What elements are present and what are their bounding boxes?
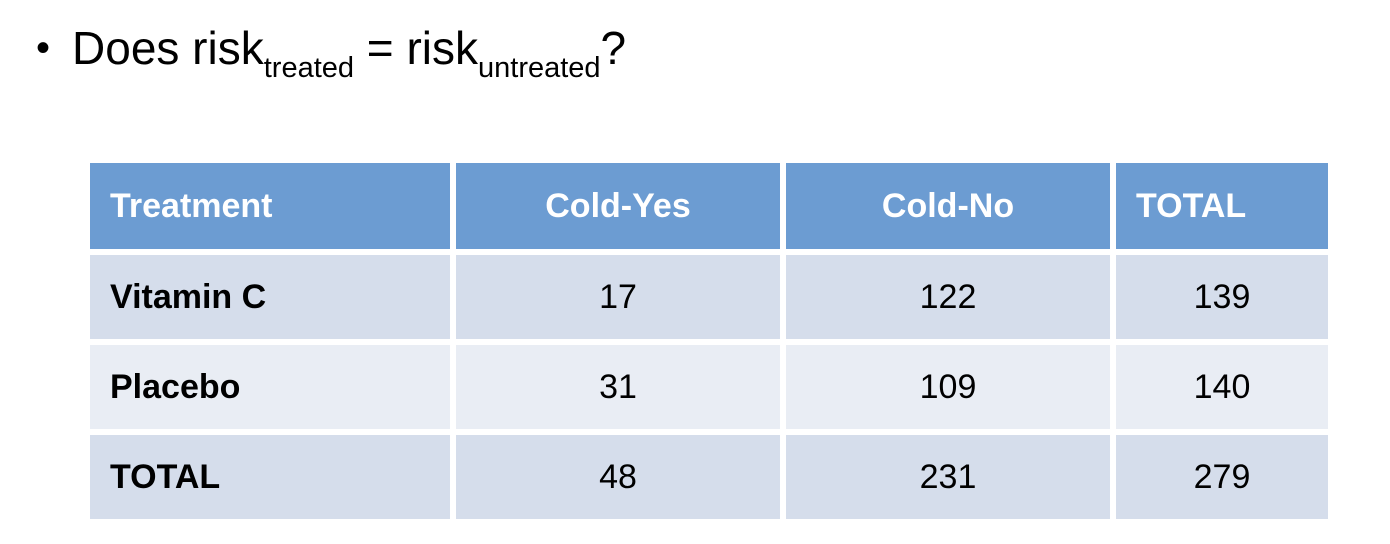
title-equals-risk: = risk xyxy=(354,22,478,74)
title-text: Does risktreated = riskuntreated? xyxy=(72,22,627,84)
row-vitamin-c-cold-no: 122 xyxy=(786,255,1110,339)
row-placebo-total: 140 xyxy=(1116,345,1328,429)
slide-title: • Does risktreated = riskuntreated? xyxy=(36,22,627,84)
header-total: TOTAL xyxy=(1116,163,1328,249)
row-total-label: TOTAL xyxy=(90,435,450,519)
row-total-cold-yes: 48 xyxy=(456,435,780,519)
row-vitamin-c-total: 139 xyxy=(1116,255,1328,339)
row-vitamin-c-cold-yes: 17 xyxy=(456,255,780,339)
contingency-table: Treatment Cold-Yes Cold-No TOTAL Vitamin… xyxy=(90,163,1328,519)
row-placebo-label: Placebo xyxy=(90,345,450,429)
row-vitamin-c-label: Vitamin C xyxy=(90,255,450,339)
title-subscript-untreated: untreated xyxy=(478,52,601,84)
title-prefix: Does risk xyxy=(72,22,264,74)
row-total-total: 279 xyxy=(1116,435,1328,519)
row-placebo-cold-yes: 31 xyxy=(456,345,780,429)
bullet-marker: • xyxy=(36,26,51,70)
title-subscript-treated: treated xyxy=(263,52,355,84)
header-cold-yes: Cold-Yes xyxy=(456,163,780,249)
header-cold-no: Cold-No xyxy=(786,163,1110,249)
row-placebo-cold-no: 109 xyxy=(786,345,1110,429)
row-total-cold-no: 231 xyxy=(786,435,1110,519)
header-treatment: Treatment xyxy=(90,163,450,249)
title-question-mark: ? xyxy=(600,22,627,74)
